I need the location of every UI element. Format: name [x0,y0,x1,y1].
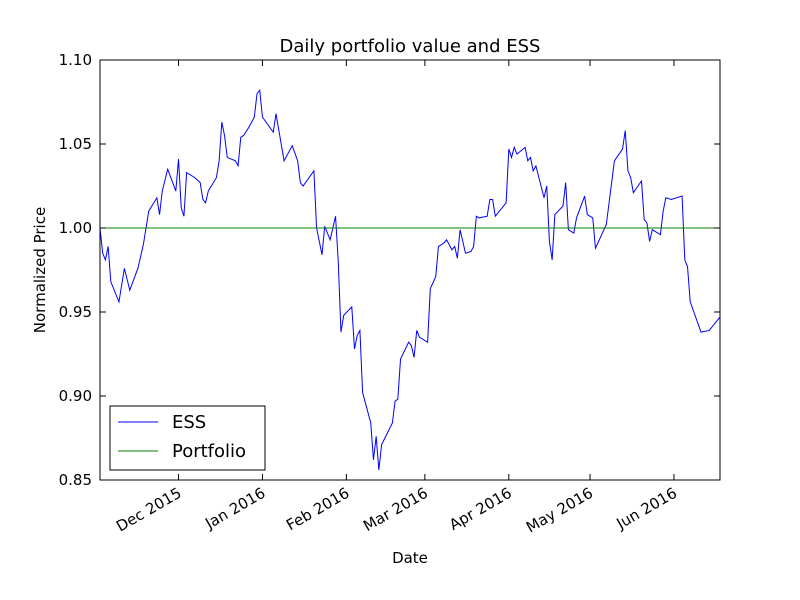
legend-label: Portfolio [172,441,246,462]
legend-box [109,405,266,471]
legend-label: ESS [172,412,206,433]
y-tick-label: 1.10 [59,51,92,69]
y-tick-label: 1.05 [59,135,92,153]
y-tick-label: 0.85 [59,471,92,489]
chart-title: Daily portfolio value and ESS [280,36,541,57]
series-line [100,88,720,470]
plot-frame [99,59,721,481]
y-axis-label: Normalized Price [31,207,49,333]
y-tick-label: 0.90 [59,387,92,405]
x-axis-label: Date [392,549,428,567]
y-tick-label: 1.00 [59,219,92,237]
y-tick-label: 0.95 [59,303,92,321]
